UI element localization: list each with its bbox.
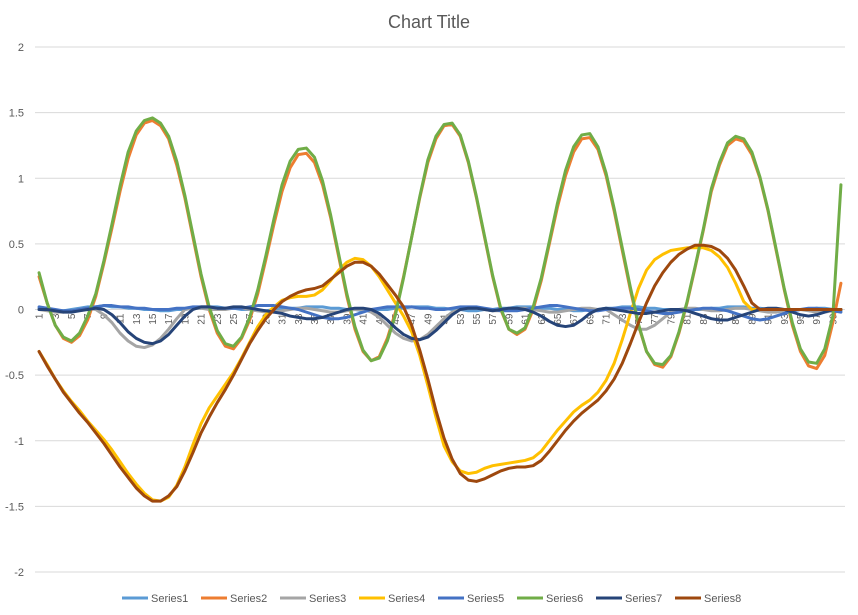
x-tick-label: 73 xyxy=(618,313,629,325)
x-tick-label: 1 xyxy=(35,313,46,319)
legend-label: Series8 xyxy=(704,593,741,605)
x-tick-label: 15 xyxy=(148,313,159,325)
x-tick-label: 39 xyxy=(342,313,353,325)
y-tick-label: -0.5 xyxy=(5,370,24,382)
y-tick-label: 2 xyxy=(18,42,24,54)
series-lines xyxy=(37,116,843,503)
x-tick-label: 97 xyxy=(812,313,823,325)
legend-label: Series6 xyxy=(546,593,583,605)
series-line-series3 xyxy=(37,306,843,350)
legend-label: Series2 xyxy=(230,593,267,605)
x-tick-label: 59 xyxy=(504,313,515,325)
legend-label: Series5 xyxy=(467,593,504,605)
x-tick-label: 25 xyxy=(229,313,240,325)
x-tick-label: 79 xyxy=(666,313,677,325)
chart-title: Chart Title xyxy=(388,12,470,32)
x-tick-label: 83 xyxy=(699,313,710,325)
legend-label: Series7 xyxy=(625,593,662,605)
x-tick-label: 49 xyxy=(423,313,434,325)
y-tick-label: 1 xyxy=(18,173,24,185)
x-tick-label: 31 xyxy=(278,313,289,325)
legend-label: Series3 xyxy=(309,593,346,605)
x-tick-label: 77 xyxy=(650,313,661,325)
legend-label: Series4 xyxy=(388,593,425,605)
x-tick-label: 67 xyxy=(569,313,580,325)
x-tick-label: 93 xyxy=(780,313,791,325)
legend-label: Series1 xyxy=(151,593,188,605)
series-line-series5 xyxy=(37,304,843,322)
y-tick-label: 1.5 xyxy=(9,108,24,120)
y-axis-ticks: 2 1.5 1 0.5 0 -0.5 -1 -1.5 -2 xyxy=(5,42,24,579)
x-tick-label: 3 xyxy=(51,313,62,319)
series-line-series4 xyxy=(37,246,843,503)
x-tick-label: 19 xyxy=(180,313,191,325)
x-tick-label: 21 xyxy=(197,313,208,325)
y-tick-label: -1.5 xyxy=(5,501,24,513)
series-line-series6 xyxy=(37,116,843,367)
series-line-series8 xyxy=(37,243,843,503)
y-tick-label: 0 xyxy=(18,305,24,317)
y-tick-label: -2 xyxy=(14,567,24,579)
x-tick-label: 17 xyxy=(164,313,175,325)
x-tick-label: 57 xyxy=(488,313,499,325)
x-tick-label: 65 xyxy=(553,313,564,325)
x-tick-label: 87 xyxy=(731,313,742,325)
y-tick-label: 0.5 xyxy=(9,239,24,251)
x-tick-label: 47 xyxy=(407,313,418,325)
x-tick-label: 55 xyxy=(472,313,483,325)
series-line-series7 xyxy=(37,305,843,346)
x-tick-label: 23 xyxy=(213,313,224,325)
x-tick-label: 5 xyxy=(67,313,78,319)
x-tick-label: 61 xyxy=(521,313,532,325)
x-tick-label: 69 xyxy=(585,313,596,325)
x-tick-label: 41 xyxy=(359,313,370,325)
x-tick-label: 45 xyxy=(391,313,402,325)
x-tick-label: 63 xyxy=(537,313,548,325)
x-tick-label: 53 xyxy=(456,313,467,325)
x-tick-label: 71 xyxy=(602,313,613,325)
legend: Series1 Series2 Series3 Series4 Series5 Serie… xyxy=(122,593,741,605)
x-tick-label: 81 xyxy=(683,313,694,325)
y-tick-label: -1 xyxy=(14,436,24,448)
x-tick-label: 11 xyxy=(116,313,127,324)
x-tick-label: 95 xyxy=(796,313,807,325)
x-tick-label: 13 xyxy=(132,313,143,325)
